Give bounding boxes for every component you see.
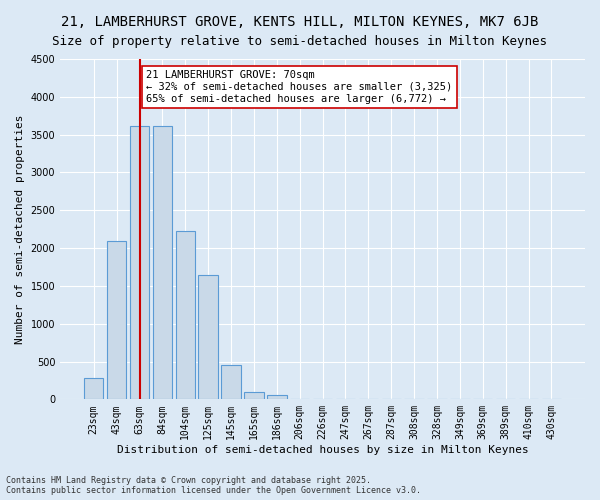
Bar — [176, 230, 195, 400]
Bar — [199, 276, 218, 400]
Bar — [130, 126, 149, 400]
Y-axis label: Number of semi-detached properties: Number of semi-detached properties — [15, 114, 25, 344]
Text: Size of property relative to semi-detached houses in Milton Keynes: Size of property relative to semi-detach… — [53, 35, 548, 48]
Text: 21, LAMBERHURST GROVE, KENTS HILL, MILTON KEYNES, MK7 6JB: 21, LAMBERHURST GROVE, KENTS HILL, MILTO… — [61, 15, 539, 29]
Bar — [221, 366, 241, 400]
Text: 21 LAMBERHURST GROVE: 70sqm
← 32% of semi-detached houses are smaller (3,325)
65: 21 LAMBERHURST GROVE: 70sqm ← 32% of sem… — [146, 70, 452, 104]
Bar — [152, 126, 172, 400]
Bar — [84, 378, 103, 400]
Text: Contains HM Land Registry data © Crown copyright and database right 2025.
Contai: Contains HM Land Registry data © Crown c… — [6, 476, 421, 495]
Bar — [107, 240, 127, 400]
Bar — [244, 392, 263, 400]
Bar — [267, 395, 287, 400]
X-axis label: Distribution of semi-detached houses by size in Milton Keynes: Distribution of semi-detached houses by … — [117, 445, 529, 455]
